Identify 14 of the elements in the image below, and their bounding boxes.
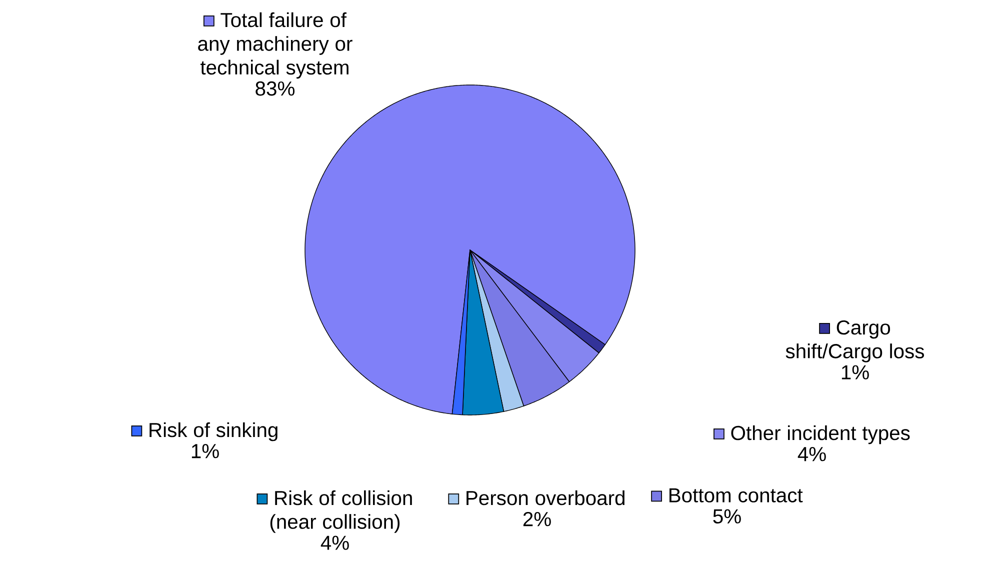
data-label: 1% xyxy=(192,444,219,458)
data-label: 5% xyxy=(713,509,741,524)
data-label: 2% xyxy=(523,512,551,526)
legend-label: Cargo shift/Cargo loss xyxy=(786,320,924,362)
legend-label: Bottom contact xyxy=(670,488,803,502)
data-label: 4% xyxy=(798,447,826,462)
data-label: 4% xyxy=(320,536,349,550)
legend-label: Person overboard xyxy=(466,490,624,506)
legend-label: Total failure of any machinery or technical system xyxy=(198,12,352,79)
data-label: 83% xyxy=(256,81,295,96)
data-label: 1% xyxy=(842,365,869,380)
legend-label: Other incident types xyxy=(731,425,910,444)
legend-label: Risk of collision (near collision) xyxy=(270,490,412,533)
legend-label: Risk of sinking xyxy=(150,422,278,442)
